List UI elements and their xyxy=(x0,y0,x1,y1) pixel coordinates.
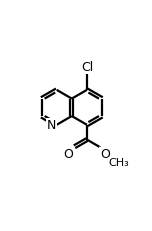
Text: N: N xyxy=(47,119,56,132)
Text: CH₃: CH₃ xyxy=(108,157,129,167)
Text: Cl: Cl xyxy=(81,61,93,74)
Text: O: O xyxy=(100,148,110,161)
Text: O: O xyxy=(63,148,73,161)
